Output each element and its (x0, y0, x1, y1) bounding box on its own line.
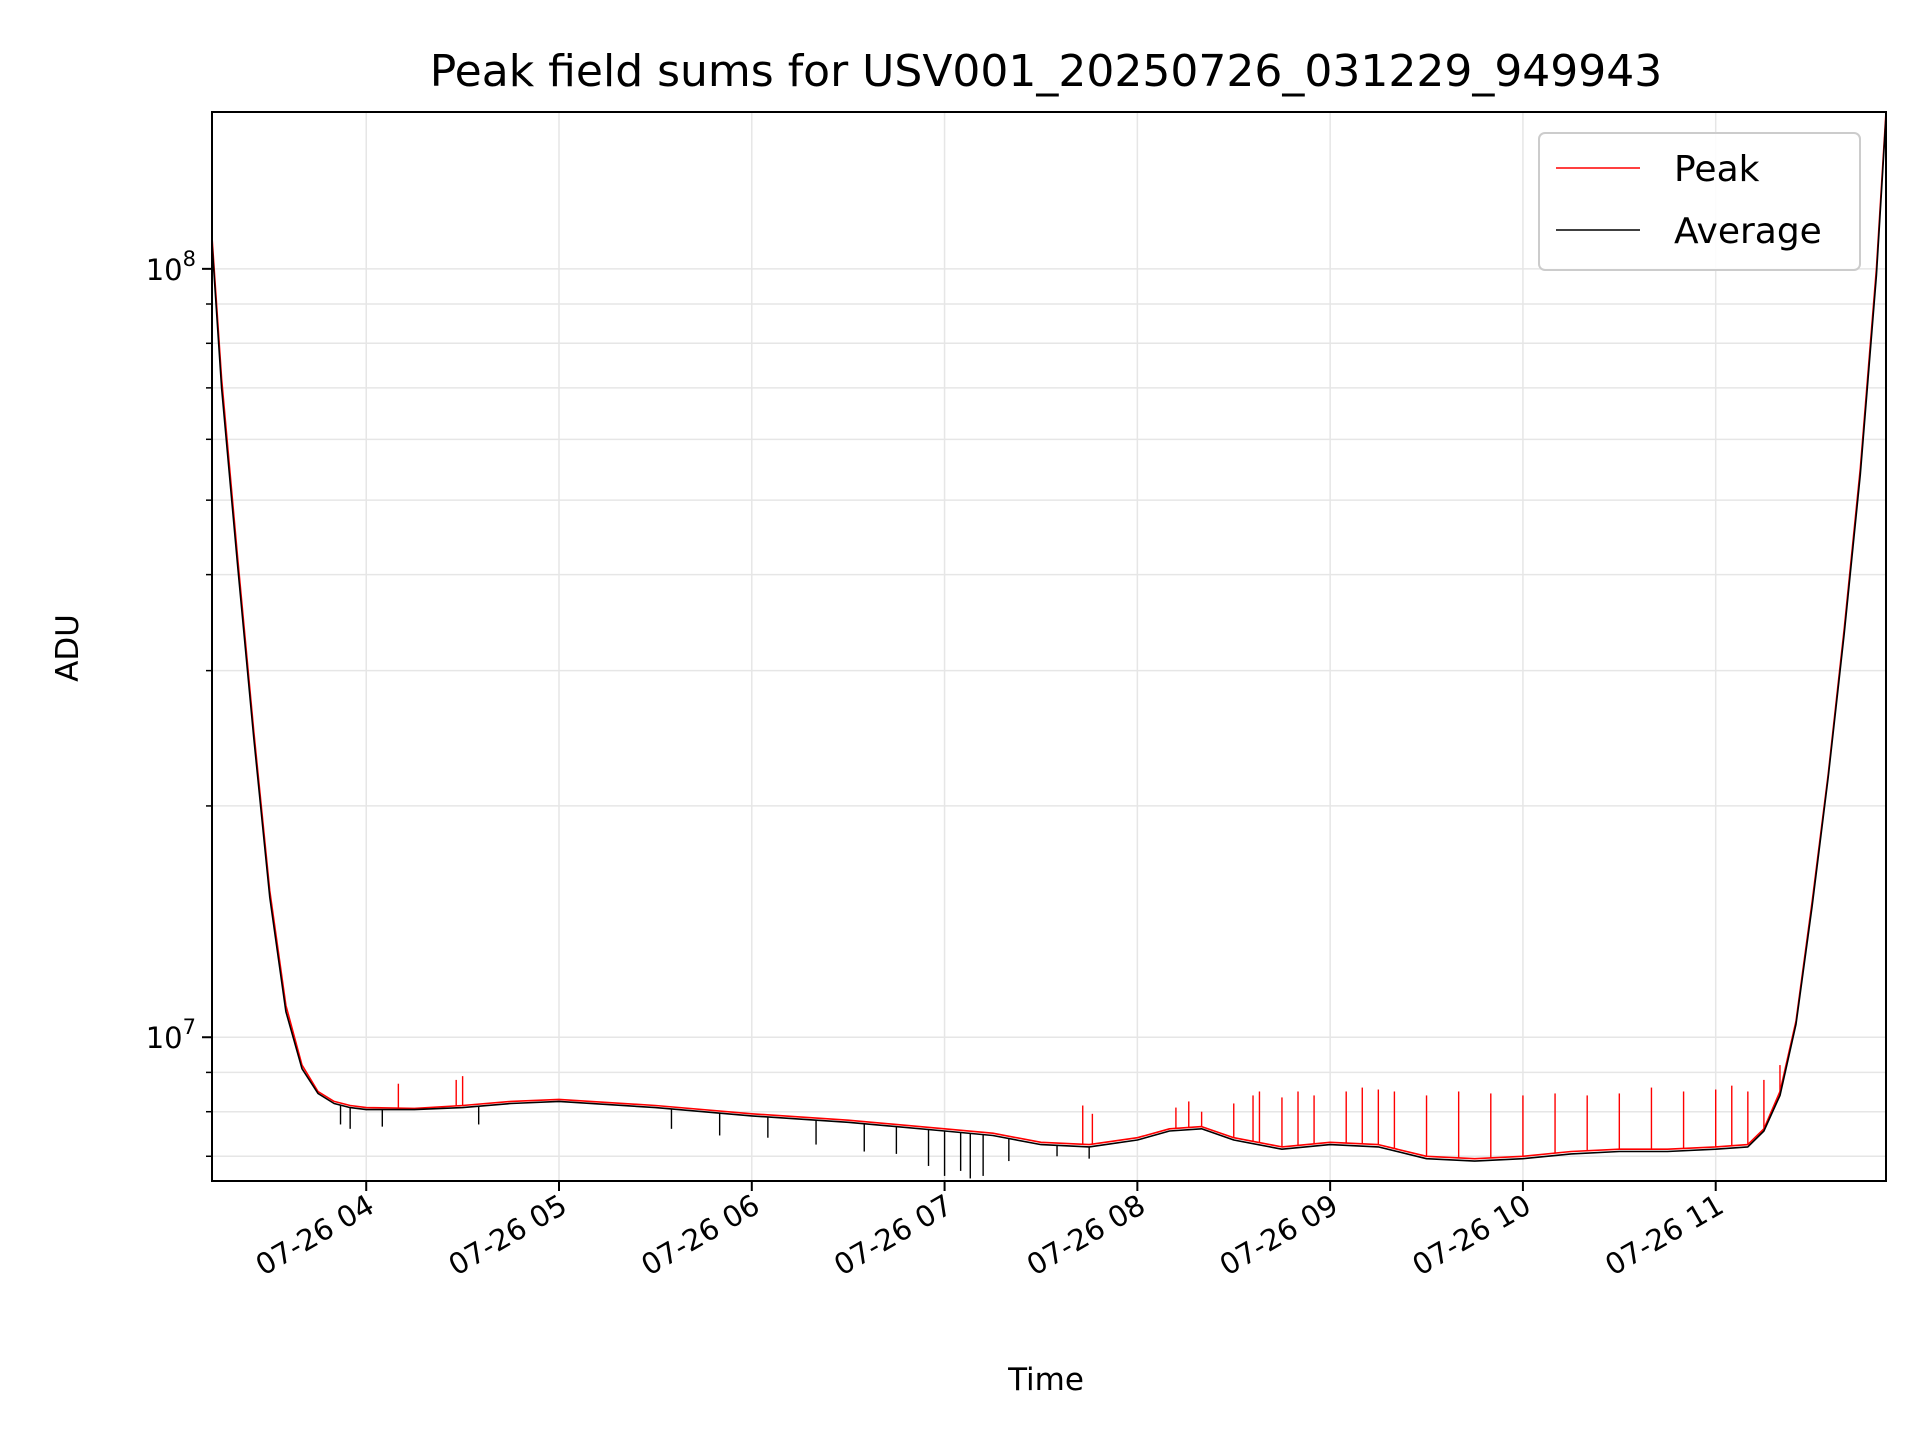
legend: Peak Average (1538, 132, 1861, 271)
x-tick-label: 07-26 11 (1599, 1188, 1729, 1283)
legend-average-label: Average (1674, 211, 1822, 252)
average-series-line (211, 116, 1887, 1162)
x-tick-label: 07-26 08 (1021, 1188, 1151, 1283)
y-axis: 107 108 (146, 247, 212, 1158)
grid-lines (212, 112, 1886, 1181)
x-axis: 07-26 04 07-26 05 07-26 06 07-26 07 07-26 08… (250, 1181, 1729, 1282)
y-tick-label: 107 (146, 1015, 196, 1055)
x-tick-label: 07-26 04 (250, 1188, 380, 1283)
x-tick-label: 07-26 06 (635, 1188, 765, 1283)
peak-series-line (211, 111, 1887, 1160)
x-axis-title: Time (1007, 1362, 1084, 1398)
x-tick-label: 07-26 07 (828, 1188, 958, 1283)
y-tick-label: 108 (146, 247, 196, 287)
legend-peak-label: Peak (1674, 149, 1760, 190)
x-tick-label: 07-26 09 (1214, 1188, 1344, 1283)
series-layer (211, 111, 1887, 1179)
plot-frame (211, 111, 1887, 1182)
y-axis-title: ADU (50, 614, 86, 682)
x-tick-label: 07-26 05 (443, 1188, 573, 1283)
chart-title: Peak field sums for USV001_20250726_0312… (430, 46, 1663, 97)
x-tick-label: 07-26 10 (1407, 1188, 1537, 1283)
